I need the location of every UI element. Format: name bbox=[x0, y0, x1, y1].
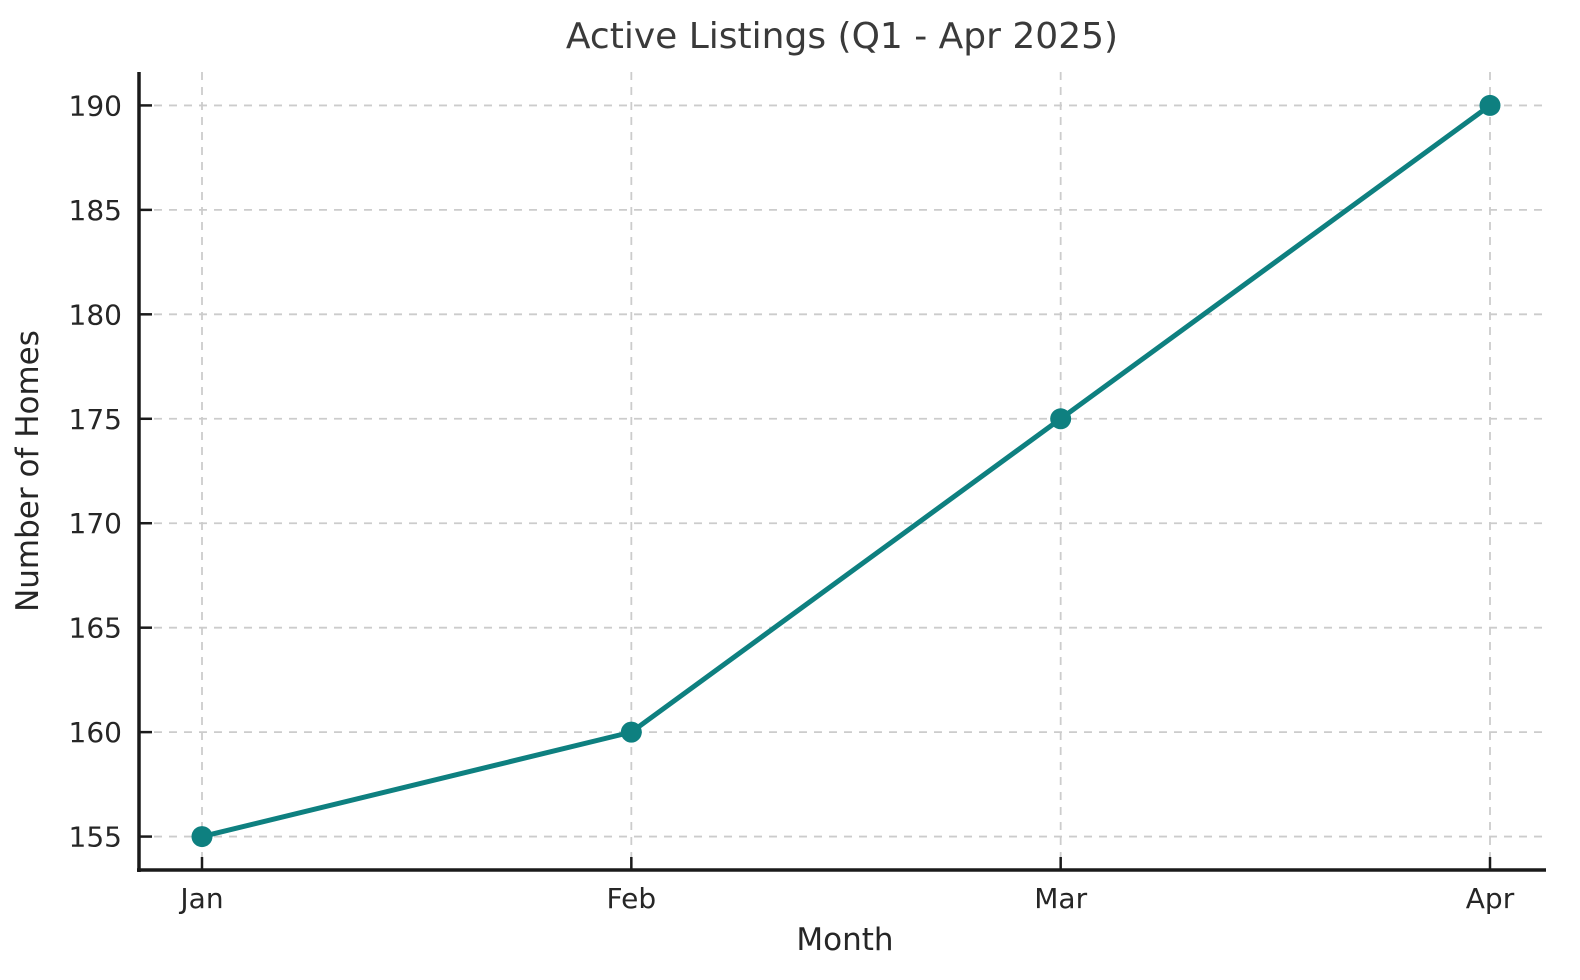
data-line bbox=[199, 102, 1493, 840]
y-tick-label: 180 bbox=[69, 298, 122, 331]
y-tick-label: 170 bbox=[69, 507, 122, 540]
x-tick-label: Feb bbox=[607, 882, 657, 915]
data-point bbox=[191, 826, 213, 848]
y-tick-label: 155 bbox=[69, 821, 122, 854]
y-tick-labels: 155 160 165 170 175 180 185 190 bbox=[69, 89, 122, 853]
axes bbox=[137, 72, 1546, 872]
x-tick-label: Mar bbox=[1034, 882, 1087, 915]
y-tick-label: 165 bbox=[69, 612, 122, 645]
data-point bbox=[1479, 94, 1501, 116]
y-tick-label: 175 bbox=[69, 403, 122, 436]
gridlines bbox=[139, 72, 1545, 870]
chart-title: Active Listings (Q1 - Apr 2025) bbox=[566, 16, 1118, 57]
y-axis-label: Number of Homes bbox=[10, 330, 46, 612]
axis-ticks bbox=[139, 104, 1492, 870]
x-tick-label: Apr bbox=[1466, 882, 1515, 915]
y-tick-label: 160 bbox=[69, 716, 122, 749]
data-point bbox=[620, 721, 642, 743]
series-active-listings bbox=[191, 94, 1501, 848]
y-tick-label: 190 bbox=[69, 89, 122, 122]
x-tick-labels: Jan Feb Mar Apr bbox=[178, 882, 1514, 915]
y-tick-label: 185 bbox=[69, 194, 122, 227]
x-tick-label: Jan bbox=[178, 882, 223, 915]
x-axis-label: Month bbox=[796, 922, 893, 958]
data-point bbox=[1050, 408, 1072, 430]
